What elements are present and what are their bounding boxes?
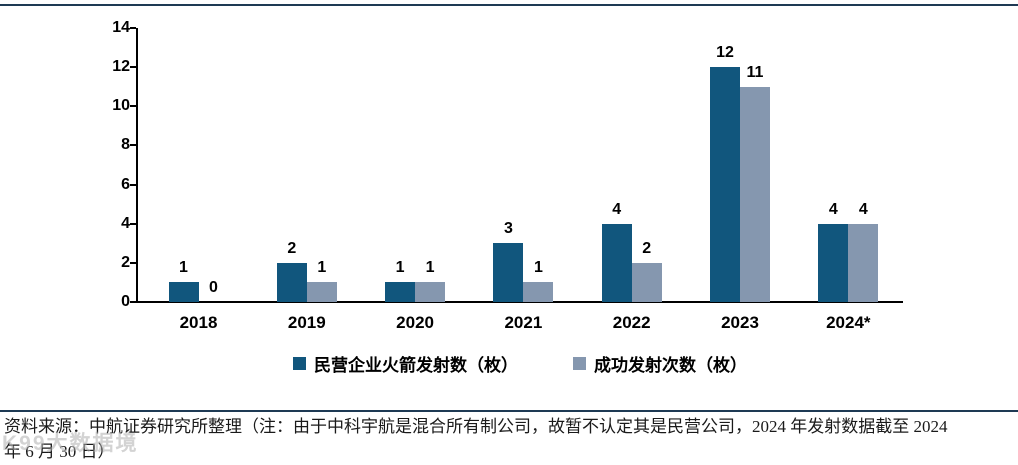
y-tick-mark: [130, 66, 136, 69]
bar-chart: 0 2 4 6 8 10 12 14 1 0 2 1 1 1 3 1 4 2 12 11 4 4 2018 2019 202…: [112, 19, 903, 332]
y-tick-label: 10: [112, 97, 130, 115]
bar-private-2019: [276, 262, 307, 302]
source-note-line1: 资料来源：中航证券研究所整理（注：由于中科宇航是混合所有制公司，故暂不认定其是民…: [4, 417, 948, 436]
y-tick-label: 0: [121, 293, 130, 310]
x-tick-label-2021: 2021: [504, 313, 543, 332]
legend-item-private: 民营企业火箭发射数（枚）: [293, 351, 518, 376]
value-label: 11: [746, 63, 764, 81]
value-label: 4: [612, 200, 622, 218]
bar-private-2020: [385, 282, 416, 302]
bar-private-2023: [710, 67, 740, 302]
value-label: 0: [209, 279, 218, 296]
value-label: 2: [642, 239, 652, 257]
value-label: 2: [287, 239, 297, 257]
legend-swatch-icon: [573, 356, 586, 370]
legend-label: 民营企业火箭发射数（枚）: [314, 355, 518, 375]
x-tick-label-2022: 2022: [612, 313, 651, 332]
value-label: 1: [317, 259, 327, 277]
bar-success-2024*: [848, 223, 879, 302]
y-tick-label: 2: [121, 253, 130, 271]
value-label: 1: [425, 259, 435, 277]
value-label: 1: [179, 259, 188, 277]
bar-success-2020: [415, 282, 446, 302]
y-tick-label: 12: [112, 58, 130, 76]
y-tick-mark: [130, 183, 136, 186]
legend-swatch-icon: [293, 356, 306, 370]
bar-success-2023: [740, 86, 770, 302]
y-tick-mark: [130, 261, 136, 264]
bottom-accent-rule: [0, 410, 1018, 412]
top-accent-rule: [0, 4, 1018, 6]
x-tick-label-2019: 2019: [287, 313, 326, 332]
x-tick-label-2020: 2020: [396, 313, 434, 332]
bar-private-2024*: [818, 223, 849, 302]
y-tick-mark: [130, 27, 136, 29]
x-tick-label-2018: 2018: [179, 313, 218, 332]
value-label: 4: [858, 200, 868, 218]
value-label: 4: [828, 200, 838, 218]
chart-legend: 民营企业火箭发射数（枚） 成功发射次数（枚）: [136, 350, 904, 376]
bar-success-2022: [631, 262, 662, 302]
y-tick-mark: [130, 301, 136, 303]
y-tick-mark: [130, 222, 136, 225]
y-tick-label: 6: [121, 175, 130, 193]
bar-private-2018: [168, 282, 199, 302]
value-label: 12: [716, 44, 734, 62]
legend-item-success: 成功发射次数（枚）: [573, 351, 747, 376]
y-tick-label: 8: [121, 136, 130, 154]
y-tick-label: 14: [112, 19, 130, 36]
value-label: 1: [395, 259, 405, 277]
source-note: 资料来源：中航证券研究所整理（注：由于中科宇航是混合所有制公司，故暂不认定其是民…: [4, 414, 1016, 464]
value-label: 3: [503, 220, 513, 238]
y-tick-mark: [130, 105, 136, 108]
y-axis-line: [136, 28, 138, 303]
y-tick-label: 4: [121, 214, 130, 232]
bar-private-2022: [601, 223, 632, 302]
bar-success-2021: [523, 282, 554, 302]
bar-private-2021: [493, 243, 524, 302]
bar-success-2019: [306, 282, 337, 302]
y-tick-mark: [130, 144, 136, 147]
value-label: 1: [533, 259, 543, 277]
x-tick-label-2024*: 2024*: [826, 313, 871, 332]
x-tick-label-2023: 2023: [721, 313, 759, 332]
x-axis-line: [136, 301, 903, 303]
legend-label: 成功发射次数（枚）: [594, 355, 747, 375]
source-note-line2: 年 6 月 30 日）: [4, 442, 115, 461]
